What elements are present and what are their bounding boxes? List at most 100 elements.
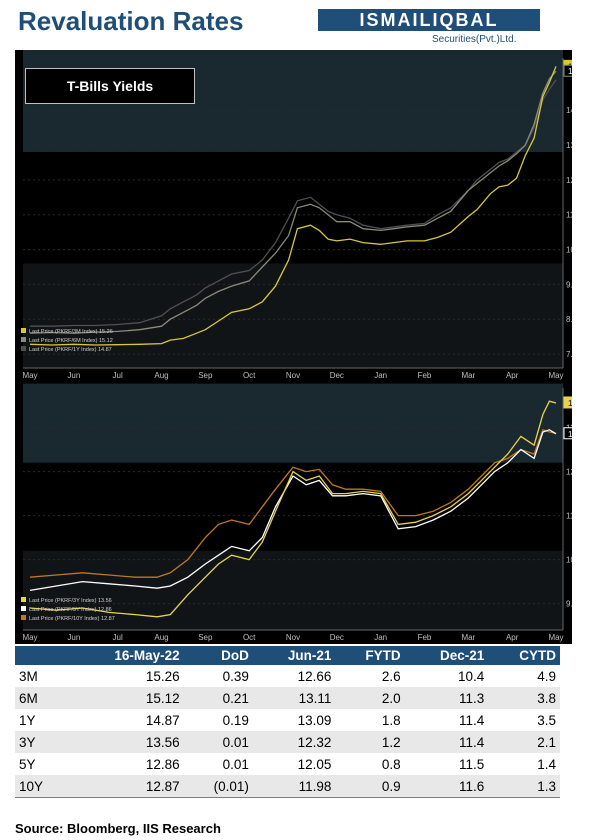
table-cell: 1.4	[537, 756, 556, 772]
series-line-3Y	[29, 400, 557, 618]
column-header: CYTD	[488, 646, 560, 665]
chart-title: T-Bills Yields	[25, 68, 195, 104]
column-header	[15, 646, 67, 665]
table-row: 3M 15.26 0.39 12.66 2.6 10.4 4.9	[15, 665, 560, 687]
row-label: 1Y	[19, 712, 36, 728]
svg-text:Last Price (PKRF/6M Index) 15.: Last Price (PKRF/6M Index) 15.12	[29, 338, 113, 344]
table-cell: 11.5	[459, 756, 485, 772]
table-row: 1Y 14.87 0.19 13.09 1.8 11.4 3.5	[15, 709, 560, 731]
table-cell: 11.3	[404, 687, 489, 709]
column-header: Jun-21	[252, 646, 336, 665]
table-row: 3Y 13.56 0.01 12.32 1.2 11.4 2.1	[15, 731, 560, 753]
legend-entry: Last Price (PKRF/6M Index) 15.12	[21, 337, 113, 344]
table-cell: 0.9	[335, 775, 405, 798]
column-header: DoD	[183, 646, 253, 665]
table-cell: 11.98	[252, 775, 336, 798]
table-cell: 12.32	[252, 731, 336, 753]
last-value-label: 13.56	[563, 396, 593, 409]
x-tick-label: Apr	[506, 371, 519, 380]
table-cell: 0.19	[222, 712, 249, 728]
series-line-1Y	[30, 79, 557, 327]
row-label: 6M	[15, 687, 67, 709]
table-cell: 0.01	[222, 756, 249, 772]
table-cell: 0.01	[183, 731, 253, 753]
x-tick-label: Jan	[374, 633, 387, 642]
last-value-label: 15.12	[563, 64, 593, 77]
table-cell: 1.2	[335, 731, 405, 753]
chart-band	[23, 152, 563, 264]
table-cell: (0.01)	[183, 775, 253, 798]
x-tick-label: Apr	[506, 633, 519, 642]
revaluation-table: 16-May-22 DoD Jun-21 FYTD Dec-21 CYTD 3M 15.26…	[15, 646, 560, 798]
last-value-label: 12.86	[563, 427, 593, 440]
y-tick-label: 9.00	[566, 280, 572, 289]
svg-text:Last Price (PKRF/3Y Index) 13.: Last Price (PKRF/3Y Index) 13.56	[29, 598, 112, 604]
table-header-row: 16-May-22 DoD Jun-21 FYTD Dec-21 CYTD	[15, 646, 560, 665]
y-tick-label: 11.00	[566, 211, 572, 220]
x-tick-label: Feb	[418, 633, 432, 642]
company-logo: ISMAILIQBAL	[318, 9, 540, 31]
table-body: 3M 15.26 0.39 12.66 2.6 10.4 4.9 6M 15.12 0.21 13.…	[15, 665, 560, 798]
table-cell: 11.6	[404, 775, 489, 798]
series-line-5Y	[29, 429, 557, 592]
legend-entry: Last Price (PKRF/5Y Index) 12.86	[21, 606, 112, 613]
table-cell: 12.87	[66, 775, 184, 798]
company-logo-subtitle: Securities(Pvt.)Ltd.	[432, 34, 517, 45]
x-tick-label: Oct	[243, 633, 256, 642]
x-tick-label: Nov	[286, 633, 300, 642]
x-tick-label: Dec	[330, 633, 344, 642]
table-cell: 0.8	[381, 756, 401, 772]
table-cell: 13.56	[66, 731, 184, 753]
table-cell: 2.1	[488, 731, 560, 753]
chart-band	[23, 263, 563, 368]
column-header: 16-May-22	[66, 646, 184, 665]
row-label: 3M	[19, 668, 38, 684]
y-tick-label: 12.00	[566, 176, 572, 185]
table-cell: 0.21	[183, 687, 253, 709]
x-tick-label: Sep	[198, 371, 213, 380]
x-tick-label: Feb	[418, 371, 432, 380]
svg-text:15.12: 15.12	[568, 67, 572, 76]
series-line-3M	[29, 66, 557, 346]
y-tick-label: 7.00	[566, 350, 572, 359]
y-tick-label: 9.00	[566, 600, 572, 609]
x-tick-label: Jul	[113, 633, 123, 642]
row-label: 10Y	[15, 775, 67, 798]
x-tick-label: May	[548, 633, 563, 642]
svg-text:Last Price (PKRF/5Y Index) 12.: Last Price (PKRF/5Y Index) 12.86	[29, 607, 112, 613]
chart-band	[23, 462, 563, 551]
legend-entry: Last Price (PKRF/1Y Index) 14.87	[21, 346, 112, 353]
table-cell: 13.11	[252, 687, 336, 709]
x-tick-label: Jul	[113, 371, 123, 380]
x-tick-label: Mar	[461, 371, 475, 380]
legend-entry: Last Price (PKRF/3Y Index) 13.56	[21, 597, 112, 604]
table-cell: 2.6	[381, 668, 401, 684]
table-cell: 10.4	[458, 668, 485, 684]
table-cell: 13.09	[297, 712, 332, 728]
legend-entry: Last Price (PKRF/3M Index) 15.26	[21, 328, 113, 335]
x-tick-label: May	[548, 371, 563, 380]
table-cell: 1.3	[488, 775, 560, 798]
chart-band	[23, 550, 563, 630]
x-tick-label: Jun	[67, 633, 80, 642]
y-tick-label: 8.00	[566, 315, 572, 324]
table-cell: 1.8	[381, 712, 401, 728]
table-cell: 0.39	[222, 668, 249, 684]
table-cell: 15.12	[66, 687, 184, 709]
page-title: Revaluation Rates	[18, 6, 244, 36]
row-label: 3Y	[15, 731, 67, 753]
table-cell: 3.5	[537, 712, 556, 728]
x-tick-label: Dec	[330, 371, 344, 380]
x-tick-label: Sep	[198, 633, 213, 642]
table-cell: 14.87	[145, 712, 180, 728]
source-note: Source: Bloomberg, IIS Research	[15, 821, 221, 836]
pib-yield-chart-svg: 9.0010.0011.0012.0013.00MayJunJulAugSepO…	[21, 383, 593, 642]
y-tick-label: 10.00	[566, 246, 572, 255]
x-tick-label: May	[22, 371, 37, 380]
legend-entry: Last Price (PKRF/10Y Index) 12.87	[21, 615, 115, 622]
row-label: 5Y	[19, 756, 36, 772]
table-row: 10Y 12.87 (0.01) 11.98 0.9 11.6 1.3	[15, 775, 560, 798]
column-header: Dec-21	[404, 646, 489, 665]
table-cell: 12.05	[297, 756, 332, 772]
y-tick-label: 10.00	[566, 556, 572, 565]
